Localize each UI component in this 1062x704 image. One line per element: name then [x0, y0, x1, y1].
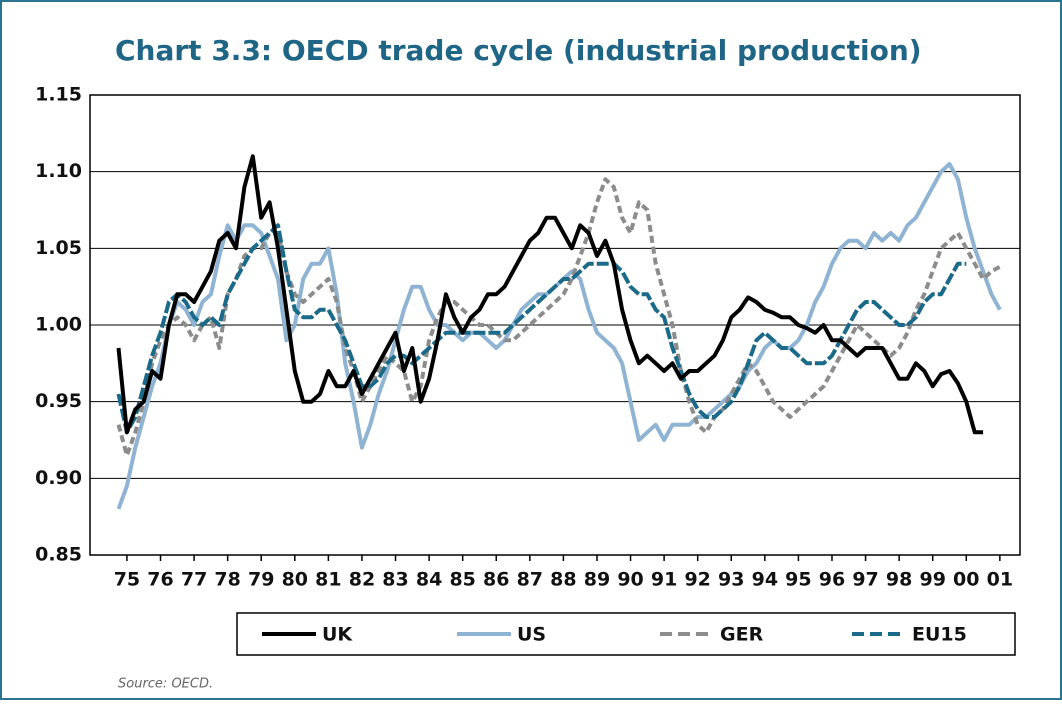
x-tick-label: 90 — [617, 569, 643, 591]
x-tick-label: 85 — [449, 569, 475, 591]
x-tick-label: 79 — [248, 569, 274, 591]
series-line — [116, 177, 1001, 458]
y-tick-label: 1.15 — [35, 84, 82, 106]
legend — [236, 612, 1016, 656]
x-tick-label: 87 — [517, 569, 543, 591]
x-tick-label: 81 — [315, 569, 341, 591]
series-line — [116, 223, 967, 435]
source-note: Source: OECD. — [118, 677, 213, 692]
y-tick-label: 1.00 — [35, 314, 82, 336]
y-tick-label: 0.95 — [35, 390, 82, 412]
x-tick-label: 95 — [785, 569, 811, 591]
x-tick-label: 97 — [852, 569, 878, 591]
x-tick-label: 94 — [752, 569, 778, 591]
y-tick-label: 1.10 — [35, 160, 82, 182]
x-tick-label: 78 — [214, 569, 240, 591]
x-tick-label: 00 — [953, 569, 979, 591]
x-tick-label: 98 — [886, 569, 912, 591]
legend-label: GER — [720, 624, 764, 646]
x-tick-label: 75 — [114, 569, 140, 591]
x-tick-label: 80 — [282, 569, 308, 591]
x-tick-label: 96 — [819, 569, 845, 591]
x-tick-label: 91 — [651, 569, 677, 591]
series-line — [116, 154, 984, 435]
y-tick-label: 1.05 — [35, 237, 82, 259]
x-tick-label: 89 — [584, 569, 610, 591]
x-tick-label: 93 — [718, 569, 744, 591]
x-tick-label: 82 — [349, 569, 375, 591]
chart-title: Chart 3.3: OECD trade cycle (industrial … — [115, 34, 922, 67]
x-tick-label: 77 — [181, 569, 207, 591]
x-tick-label: 92 — [684, 569, 710, 591]
x-tick-label: 86 — [483, 569, 509, 591]
x-tick-label: 84 — [416, 569, 442, 591]
x-tick-label: 76 — [147, 569, 173, 591]
legend-label: EU15 — [912, 624, 967, 646]
legend-label: UK — [322, 624, 353, 646]
y-tick-label: 0.90 — [35, 467, 82, 489]
x-tick-label: 88 — [550, 569, 576, 591]
x-tick-label: 83 — [382, 569, 408, 591]
legend-label: US — [517, 624, 546, 646]
x-tick-label: 99 — [919, 569, 945, 591]
x-tick-label: 01 — [987, 569, 1013, 591]
y-tick-label: 0.85 — [35, 544, 82, 566]
